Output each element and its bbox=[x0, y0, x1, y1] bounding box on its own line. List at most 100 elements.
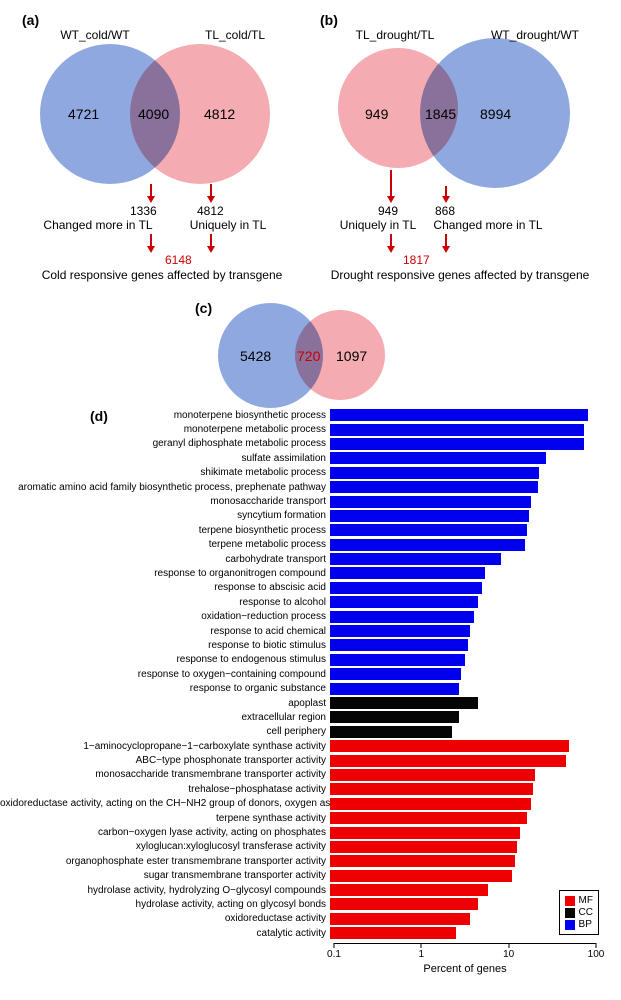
b-unique-num: 949 bbox=[378, 204, 398, 218]
row-bar-area bbox=[330, 797, 621, 811]
chart-row: trehalose−phosphatase activity bbox=[0, 782, 621, 796]
bar bbox=[330, 726, 452, 738]
row-bar-area bbox=[330, 451, 621, 465]
row-label: aromatic amino acid family biosynthetic … bbox=[0, 482, 330, 493]
axis-title: Percent of genes bbox=[423, 963, 506, 975]
row-label: oxidoreductase activity bbox=[0, 913, 330, 924]
bar bbox=[330, 539, 525, 551]
row-label: oxidoreductase activity, acting on the C… bbox=[0, 798, 330, 809]
chart-row: terpene biosynthetic process bbox=[0, 523, 621, 537]
bar bbox=[330, 769, 535, 781]
row-bar-area bbox=[330, 825, 621, 839]
row-label: apoplast bbox=[0, 698, 330, 709]
row-label: response to abscisic acid bbox=[0, 582, 330, 593]
row-bar-area bbox=[330, 710, 621, 724]
row-label: response to alcohol bbox=[0, 597, 330, 608]
venn-b-left-title: TL_drought/TL bbox=[335, 28, 455, 42]
venn-a-overlap: 4090 bbox=[138, 106, 169, 122]
row-label: trehalose−phosphatase activity bbox=[0, 784, 330, 795]
bar bbox=[330, 424, 584, 436]
row-label: hydrolase activity, acting on glycosyl b… bbox=[0, 899, 330, 910]
bar bbox=[330, 582, 482, 594]
row-label: catalytic activity bbox=[0, 928, 330, 939]
legend-swatch-icon bbox=[565, 920, 575, 930]
row-label: monosaccharide transmembrane transporter… bbox=[0, 769, 330, 780]
row-bar-area bbox=[330, 581, 621, 595]
row-bar-area bbox=[330, 653, 621, 667]
bar bbox=[330, 927, 456, 939]
row-bar-area bbox=[330, 609, 621, 623]
chart-legend: MFCCBP bbox=[559, 890, 599, 935]
row-bar-area bbox=[330, 739, 621, 753]
bar bbox=[330, 524, 527, 536]
chart-row: monoterpene biosynthetic process bbox=[0, 408, 621, 422]
bar bbox=[330, 812, 527, 824]
chart-row: geranyl diphosphate metabolic process bbox=[0, 437, 621, 451]
chart-row: response to organonitrogen compound bbox=[0, 566, 621, 580]
b-changed-num: 868 bbox=[435, 204, 455, 218]
venn-b-right-only: 8994 bbox=[480, 106, 511, 122]
row-label: hydrolase activity, hydrolyzing O−glycos… bbox=[0, 885, 330, 896]
bar bbox=[330, 855, 515, 867]
bar bbox=[330, 898, 478, 910]
row-bar-area bbox=[330, 509, 621, 523]
bar bbox=[330, 668, 461, 680]
row-bar-area bbox=[330, 753, 621, 767]
row-label: 1−aminocyclopropane−1−carboxylate syntha… bbox=[0, 741, 330, 752]
chart-row: catalytic activity bbox=[0, 926, 621, 940]
row-bar-area bbox=[330, 538, 621, 552]
row-label: terpene metabolic process bbox=[0, 539, 330, 550]
a-conclusion: Cold responsive genes affected by transg… bbox=[22, 268, 302, 282]
chart-row: 1−aminocyclopropane−1−carboxylate syntha… bbox=[0, 739, 621, 753]
row-bar-area bbox=[330, 494, 621, 508]
row-label: extracellular region bbox=[0, 712, 330, 723]
axis-tick: 10 bbox=[503, 949, 514, 960]
bar bbox=[330, 870, 512, 882]
row-bar-area bbox=[330, 595, 621, 609]
row-bar-area bbox=[330, 638, 621, 652]
row-label: cell periphery bbox=[0, 726, 330, 737]
row-bar-area bbox=[330, 768, 621, 782]
row-label: response to organonitrogen compound bbox=[0, 568, 330, 579]
legend-label: BP bbox=[579, 919, 592, 930]
bar bbox=[330, 467, 539, 479]
venn-a-right-only: 4812 bbox=[204, 106, 235, 122]
arrow-a-right-head-icon bbox=[207, 196, 215, 203]
chart-row: aromatic amino acid family biosynthetic … bbox=[0, 480, 621, 494]
row-bar-area bbox=[330, 782, 621, 796]
bar bbox=[330, 438, 584, 450]
arrow-b-sum-lh-icon bbox=[387, 246, 395, 253]
chart-row: sulfate assimilation bbox=[0, 451, 621, 465]
row-label: carbohydrate transport bbox=[0, 554, 330, 565]
row-label: syncytium formation bbox=[0, 510, 330, 521]
row-bar-area bbox=[330, 408, 621, 422]
bar bbox=[330, 639, 468, 651]
chart-row: oxidoreductase activity bbox=[0, 912, 621, 926]
legend-item: MF bbox=[565, 895, 593, 906]
chart-row: terpene synthase activity bbox=[0, 811, 621, 825]
row-bar-area bbox=[330, 566, 621, 580]
legend-label: CC bbox=[579, 907, 593, 918]
row-label: response to endogenous stimulus bbox=[0, 654, 330, 665]
chart-axis: Percent of genes 0.1110100 bbox=[334, 943, 596, 973]
figure-container: (a) WT_cold/WT TL_cold/TL 4721 4090 4812… bbox=[0, 0, 621, 1000]
row-label: carbon−oxygen lyase activity, acting on … bbox=[0, 827, 330, 838]
chart-row: monoterpene metabolic process bbox=[0, 422, 621, 436]
bar bbox=[330, 683, 459, 695]
chart-row: response to acid chemical bbox=[0, 624, 621, 638]
chart-row: response to oxygen−containing compound bbox=[0, 667, 621, 681]
row-label: response to oxygen−containing compound bbox=[0, 669, 330, 680]
row-label: terpene biosynthetic process bbox=[0, 525, 330, 536]
panel-c-label: (c) bbox=[195, 300, 212, 316]
row-label: response to acid chemical bbox=[0, 626, 330, 637]
panel-b-label: (b) bbox=[320, 12, 338, 28]
row-label: response to organic substance bbox=[0, 683, 330, 694]
row-bar-area bbox=[330, 840, 621, 854]
bar bbox=[330, 884, 488, 896]
chart-row: organophosphate ester transmembrane tran… bbox=[0, 854, 621, 868]
chart-row: hydrolase activity, acting on glycosyl b… bbox=[0, 897, 621, 911]
chart-d: (d) monoterpene biosynthetic processmono… bbox=[0, 390, 621, 990]
legend-swatch-icon bbox=[565, 896, 575, 906]
chart-row: terpene metabolic process bbox=[0, 538, 621, 552]
venn-c-overlap: 720 bbox=[297, 348, 320, 364]
